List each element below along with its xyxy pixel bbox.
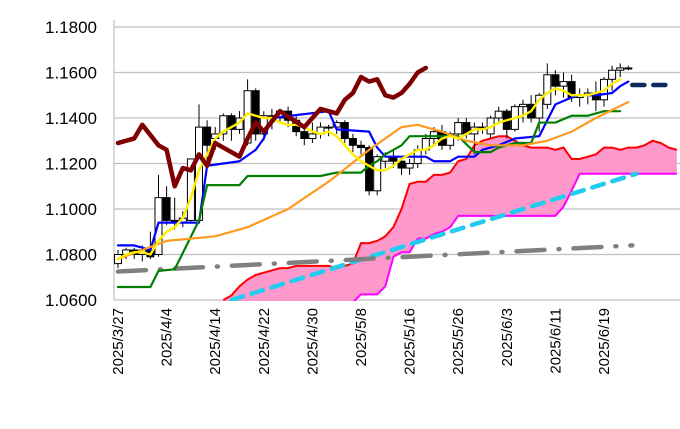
x-tick-label: 2025/4/4 xyxy=(159,308,176,366)
candle xyxy=(340,120,349,144)
candle xyxy=(219,113,228,141)
candle xyxy=(591,81,600,112)
long-support-line xyxy=(115,243,635,274)
candle-body-up xyxy=(429,131,438,139)
y-tick-label: 1.0600 xyxy=(45,291,97,310)
candle-body-up xyxy=(624,67,633,70)
candle xyxy=(502,108,511,139)
candle-body-up xyxy=(308,133,317,139)
candle-body-up xyxy=(543,74,552,105)
x-tick-label: 2025/6/19 xyxy=(596,308,613,375)
candle-body-up xyxy=(324,126,333,129)
y-tick-label: 1.1200 xyxy=(45,155,97,174)
candle-body-up xyxy=(405,163,414,169)
candle-body-up xyxy=(373,156,382,192)
candle xyxy=(357,140,365,155)
x-tick-label: 2025/4/22 xyxy=(256,308,273,375)
candle xyxy=(494,106,503,123)
x-tick-label: 2025/4/30 xyxy=(304,308,321,375)
candle-body-up xyxy=(608,69,617,80)
candle-body-down xyxy=(397,160,406,169)
senkou-span-a-line xyxy=(222,135,678,301)
uptrend-support-line xyxy=(229,171,639,301)
y-tick-label: 1.0800 xyxy=(45,246,97,265)
x-axis: 2025/3/27 2025/4/4 2025/4/14 2025/4/22 2025/… xyxy=(110,308,613,375)
senkou-span-b-line xyxy=(352,172,677,301)
candle-body-down xyxy=(551,74,560,87)
candle xyxy=(551,70,560,96)
ma-short-line xyxy=(116,78,622,261)
candle-body-down xyxy=(203,126,212,146)
x-tick-label: 2025/5/16 xyxy=(402,308,419,375)
y-tick-label: 1.1400 xyxy=(45,109,97,128)
candle-body-up xyxy=(494,110,503,119)
candle-body-down xyxy=(357,144,365,149)
candle-body-up xyxy=(219,115,228,135)
candle xyxy=(519,99,527,123)
candle-body-down xyxy=(348,137,357,146)
x-tick-label: 2025/6/3 xyxy=(499,308,516,366)
candle-body-down xyxy=(162,197,171,221)
candle xyxy=(616,63,625,78)
x-tick-label: 2025/5/8 xyxy=(353,308,370,366)
x-tick-label: 2025/5/26 xyxy=(450,308,467,375)
chikou-line xyxy=(115,65,429,189)
y-tick-label: 1.1600 xyxy=(45,64,97,83)
tenkan-line xyxy=(116,80,630,252)
candle-body-up xyxy=(616,67,625,71)
candle xyxy=(316,122,325,139)
ma-long-line xyxy=(116,100,630,261)
x-tick-label: 2025/6/11 xyxy=(547,308,564,374)
candle xyxy=(348,133,357,153)
candle-body-down xyxy=(300,131,309,139)
kumo-cloud xyxy=(223,136,677,301)
y-tick-label: 1.1800 xyxy=(45,18,97,37)
candle xyxy=(543,63,552,109)
candle xyxy=(559,72,568,98)
candle-body-up xyxy=(519,103,527,108)
candle-body-up xyxy=(559,81,568,87)
candle-body-down xyxy=(251,90,260,135)
y-tick-label: 1.1000 xyxy=(45,200,97,219)
y-axis: 1.1800 1.1600 1.1400 1.1200 1.1000 1.0800 1.06… xyxy=(45,18,115,310)
kijun-line xyxy=(116,110,622,289)
candle-body-down xyxy=(227,115,236,130)
candle xyxy=(608,65,617,91)
candle xyxy=(162,186,171,225)
candle xyxy=(624,65,633,71)
plot-area xyxy=(114,63,678,301)
candle-body-up xyxy=(454,122,463,135)
candle xyxy=(575,88,584,107)
x-tick-label: 2025/3/27 xyxy=(110,308,127,375)
candle xyxy=(405,158,414,175)
x-tick-label: 2025/4/14 xyxy=(207,308,224,375)
